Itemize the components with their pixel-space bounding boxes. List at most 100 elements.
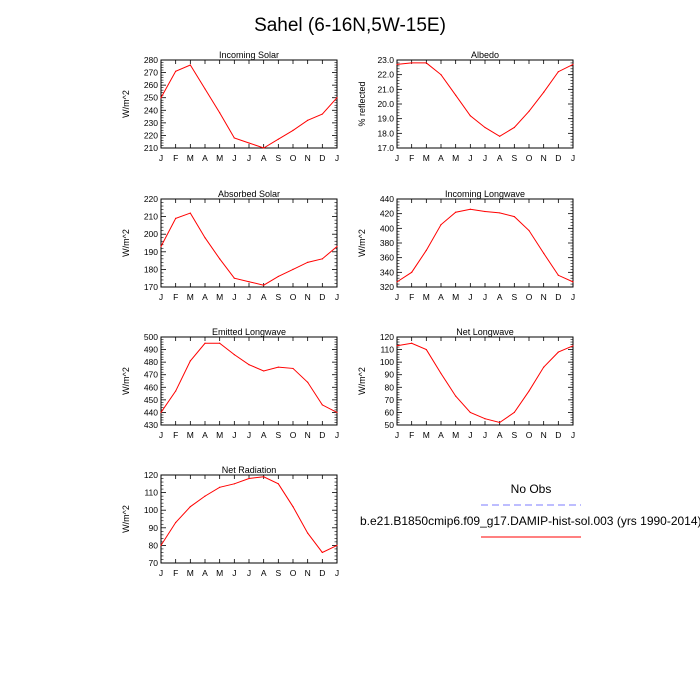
panel-title: Incoming Longwave (445, 189, 525, 199)
x-tick-label: O (290, 568, 297, 578)
x-tick-label: J (159, 430, 163, 440)
y-tick-label: 90 (149, 523, 159, 533)
data-point (263, 147, 265, 149)
data-point (321, 551, 323, 554)
data-point (528, 229, 530, 232)
plot-frame (160, 474, 338, 564)
y-tick-label: 430 (144, 420, 158, 430)
y-axis-label: W/m^2 (357, 229, 367, 257)
y-axis-label: W/m^2 (121, 229, 131, 257)
data-point (248, 364, 250, 366)
y-tick-label: 100 (380, 357, 394, 367)
data-point (469, 411, 471, 414)
data-point (233, 483, 235, 485)
data-point (411, 62, 413, 64)
x-tick-label: A (261, 292, 267, 302)
x-tick-label: J (335, 292, 339, 302)
y-tick-label: 210 (144, 212, 158, 222)
series-line (160, 476, 338, 554)
x-tick-label: J (159, 153, 163, 163)
y-axis-label: W/m^2 (121, 90, 131, 118)
x-tick-label: J (247, 292, 251, 302)
data-point (160, 245, 162, 248)
data-point (219, 486, 221, 488)
data-point (513, 216, 515, 218)
data-point (469, 208, 471, 210)
y-tick-label: 21.0 (377, 84, 394, 94)
data-point (513, 411, 515, 414)
data-point (292, 367, 294, 370)
data-point (425, 348, 427, 351)
x-tick-label: J (468, 153, 472, 163)
x-tick-label: J (468, 292, 472, 302)
data-point (263, 476, 265, 478)
data-point (321, 404, 323, 406)
data-point (189, 506, 191, 508)
x-tick-label: J (395, 430, 399, 440)
y-tick-label: 320 (380, 282, 394, 292)
x-tick-label: A (202, 153, 208, 163)
y-tick-label: 400 (380, 223, 394, 233)
data-point (307, 119, 309, 121)
y-tick-label: 60 (385, 407, 395, 417)
data-point (336, 97, 338, 99)
x-tick-label: A (261, 430, 267, 440)
x-tick-label: A (202, 430, 208, 440)
x-tick-label: S (511, 430, 517, 440)
data-point (513, 126, 515, 129)
x-tick-label: J (468, 430, 472, 440)
x-tick-label: J (483, 153, 487, 163)
data-point (469, 115, 471, 117)
x-tick-label: N (541, 153, 547, 163)
data-point (307, 381, 309, 383)
plot-frame (396, 198, 574, 288)
data-point (455, 94, 457, 96)
x-tick-label: M (423, 430, 430, 440)
x-tick-label: J (335, 153, 339, 163)
plot-frame (396, 59, 574, 149)
data-point (557, 274, 559, 276)
data-point (219, 112, 221, 114)
x-tick-label: J (571, 153, 575, 163)
x-tick-label: M (452, 153, 459, 163)
y-tick-label: 480 (144, 357, 158, 367)
y-tick-label: 240 (144, 105, 158, 115)
data-point (204, 88, 206, 90)
x-tick-label: F (173, 430, 178, 440)
y-tick-label: 440 (144, 407, 158, 417)
data-point (292, 129, 294, 131)
data-point (484, 418, 486, 420)
y-tick-label: 70 (385, 395, 395, 405)
data-point (528, 390, 530, 392)
data-point (248, 477, 250, 480)
data-point (233, 137, 235, 139)
data-point (219, 342, 221, 344)
x-tick-label: J (395, 153, 399, 163)
data-point (204, 342, 206, 344)
x-tick-label: J (483, 292, 487, 302)
x-tick-label: D (555, 292, 561, 302)
data-point (292, 268, 294, 270)
plot-frame (396, 336, 574, 426)
x-tick-label: J (247, 568, 251, 578)
x-tick-label: D (319, 430, 325, 440)
panel-title: Net Radiation (222, 465, 277, 475)
y-tick-label: 280 (144, 55, 158, 65)
data-point (263, 370, 265, 372)
y-tick-label: 80 (385, 382, 395, 392)
panel-2: J F M A M J J A S O N D J17.018.019.020.021.022.023.… (357, 50, 575, 163)
series-line (160, 342, 338, 413)
y-tick-label: 120 (380, 332, 394, 342)
data-point (455, 395, 457, 397)
x-tick-label: S (275, 568, 281, 578)
data-point (263, 284, 265, 286)
y-tick-label: 23.0 (377, 55, 394, 65)
data-point (248, 142, 250, 144)
y-axis-label: W/m^2 (357, 367, 367, 395)
x-tick-label: D (555, 430, 561, 440)
data-point (277, 275, 279, 278)
